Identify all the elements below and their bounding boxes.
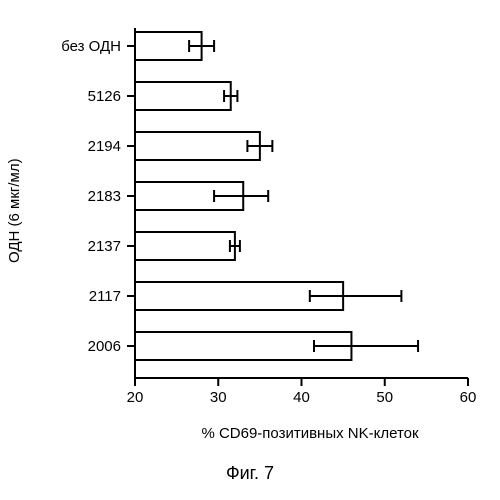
category-label: 2137 bbox=[88, 238, 121, 255]
x-tick-label: 40 bbox=[293, 389, 310, 406]
category-label: 2006 bbox=[88, 338, 121, 355]
bar bbox=[135, 132, 260, 160]
bar bbox=[135, 82, 231, 110]
category-label: 2194 bbox=[88, 138, 121, 155]
category-label: без ОДН bbox=[61, 38, 121, 55]
category-label: 5126 bbox=[88, 88, 121, 105]
x-tick-label: 30 bbox=[210, 389, 227, 406]
category-label: 2183 bbox=[88, 188, 121, 205]
x-tick-label: 20 bbox=[127, 389, 144, 406]
bar bbox=[135, 232, 235, 260]
x-tick-label: 50 bbox=[376, 389, 393, 406]
figure-caption: Фиг. 7 bbox=[0, 463, 500, 484]
x-axis-label: % CD69-позитивных NK-клеток bbox=[160, 425, 460, 442]
category-label: 2117 bbox=[89, 288, 121, 305]
x-tick-label: 60 bbox=[460, 389, 477, 406]
